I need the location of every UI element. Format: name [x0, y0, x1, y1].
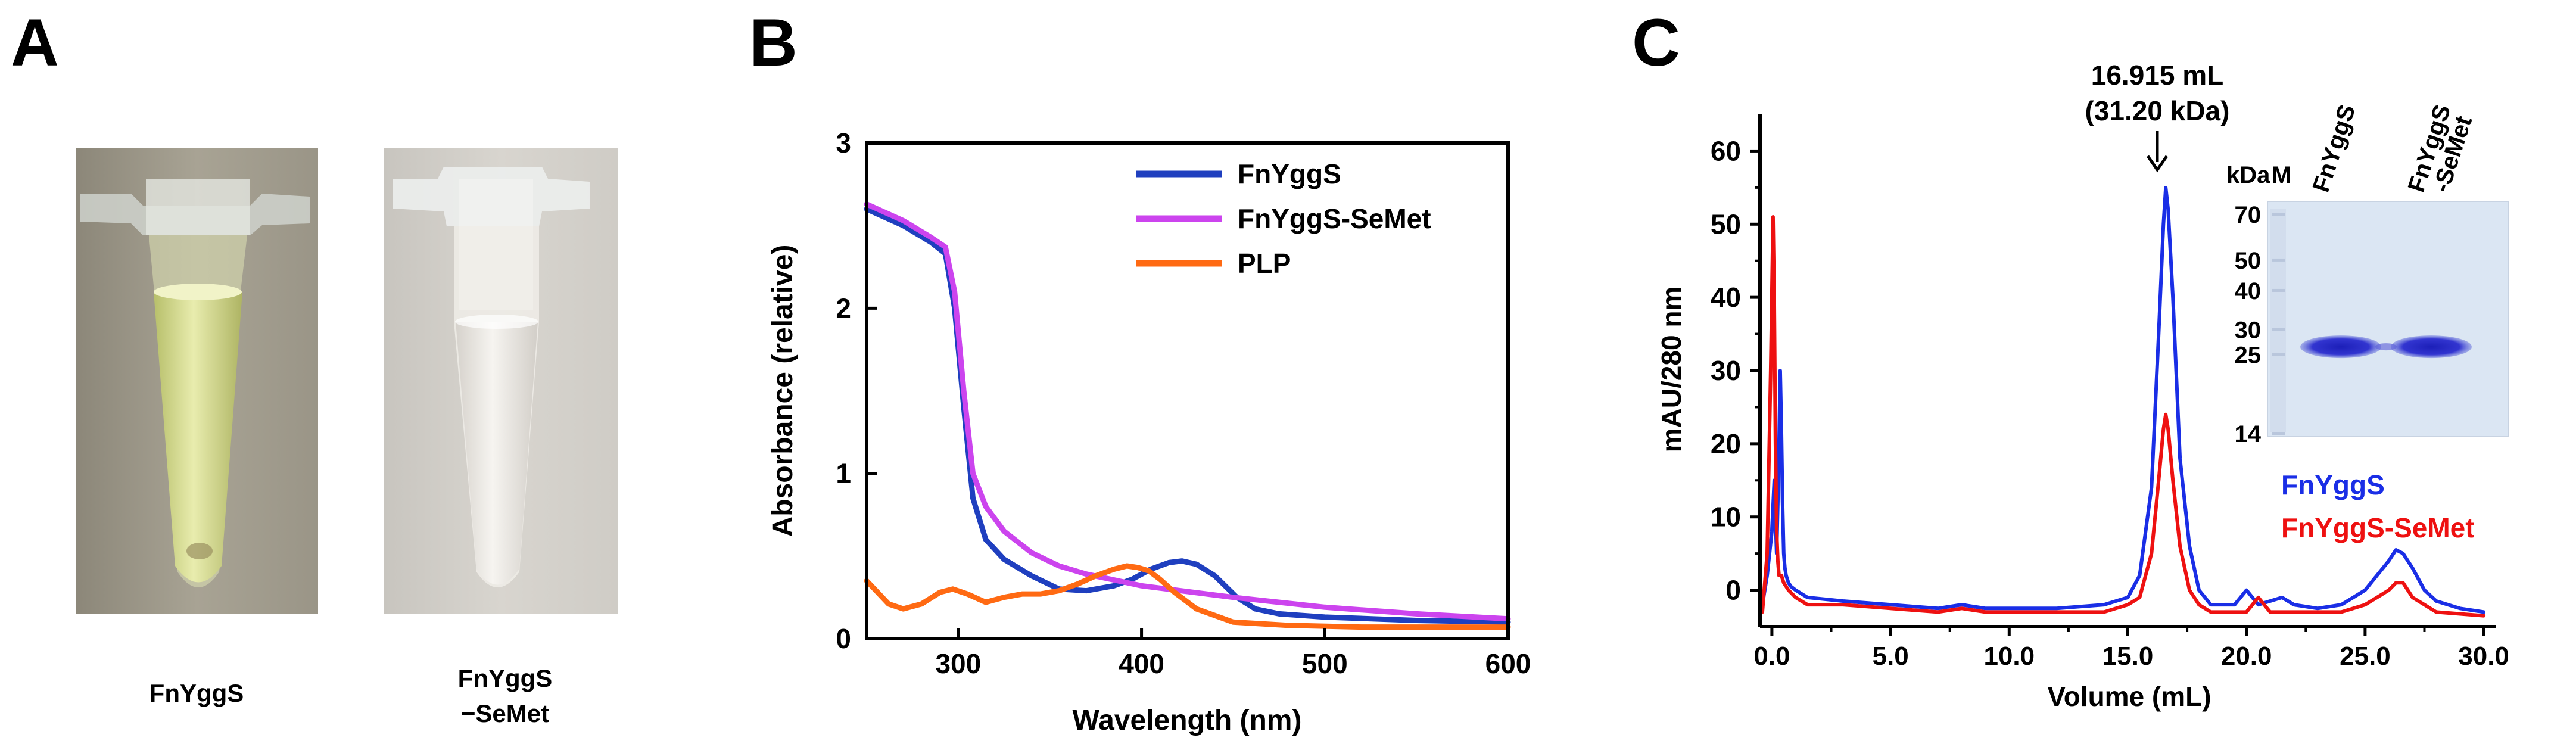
chromatogram-x-tick-label: 0.0: [1753, 642, 1790, 671]
gel-kda-label: kDa: [2226, 162, 2270, 188]
chromatogram-x-tick-label: 5.0: [1873, 642, 1909, 671]
chromatogram-y-tick-label: 0: [1725, 575, 1741, 606]
gel-marker-label: M: [2272, 162, 2291, 188]
absorbance-legend: FnYggS FnYggS-SeMet PLP: [1136, 158, 1431, 279]
legend-label-fnyggs: FnYggS: [1238, 158, 1341, 189]
chromatogram-y-tick-label: 20: [1711, 428, 1741, 459]
tube-photo-fnyggs-semet: [384, 148, 618, 614]
absorbance-x-tick-label: 500: [1302, 648, 1348, 679]
gel-ladder-label: 70: [2235, 202, 2262, 228]
gel-ladder-label: 14: [2235, 421, 2262, 447]
chromatogram-x-tick-label: 30.0: [2458, 642, 2509, 671]
peak-annotation-volume: 16.915 mL: [2091, 60, 2223, 91]
peak-annotation-arrow-head: [2146, 155, 2169, 173]
chromatogram-y-tick-label: 30: [1711, 355, 1741, 386]
chromatogram-legend-fnyggs: FnYggS: [2281, 469, 2385, 500]
chromatogram-series-lines: [1761, 185, 2486, 618]
absorbance-y-tick-label: 3: [836, 127, 851, 158]
gel-ladder-band: [2272, 288, 2285, 292]
absorbance-x-tick-label: 600: [1485, 648, 1531, 679]
absorbance-series-lines: [864, 201, 1511, 630]
gel-ladder-label: 40: [2235, 278, 2262, 304]
peak-annotation: 16.915 mL (31.20 kDa): [2085, 60, 2230, 173]
chromatogram-legend-fnyggs-semet: FnYggS-SeMet: [2281, 512, 2475, 543]
tube1-label: FnYggS: [149, 679, 244, 707]
panel-c-letter: C: [1632, 5, 1680, 80]
absorbance-x-tick-label: 400: [1119, 648, 1164, 679]
gel-ladder-label: 25: [2235, 342, 2262, 368]
gel-marker-lane: [2270, 209, 2286, 432]
panel-a-letter: A: [11, 5, 59, 80]
absorbance-plot-frame: [865, 141, 1510, 640]
chromatogram-y-tick-label: 50: [1711, 209, 1741, 239]
chromatogram-x-axis-label: Volume (mL): [2047, 681, 2211, 712]
absorbance-x-axis-label: Wavelength (nm): [1073, 705, 1302, 736]
gel-ladder-label: 50: [2235, 248, 2262, 274]
chromatogram-y-tick-label: 10: [1711, 502, 1741, 533]
chromatogram-y-axis-label: mAU/280 nm: [1656, 287, 1687, 453]
absorbance-x-tick-label: 300: [935, 648, 981, 679]
gel-ladder-band: [2272, 353, 2285, 356]
absorbance-y-tick-label: 0: [836, 623, 851, 654]
legend-label-plp: PLP: [1238, 248, 1291, 279]
absorbance-ticks: 300 400 500 600 0 1 2 3: [836, 127, 1531, 679]
absorbance-y-tick-label: 1: [836, 458, 851, 489]
tube2-label-line2: −SeMet: [461, 699, 549, 727]
chromatogram-line-fnyggs-semet: [1761, 215, 2486, 618]
absorbance-y-axis-label: Absorbance (relative): [767, 245, 799, 537]
panel-b-letter: B: [749, 5, 798, 80]
chromatogram-chart: 0.0 5.0 10.0 15.0 20.0 25.0 30.00102030405060 …: [1656, 60, 2509, 712]
absorbance-y-tick-label: 2: [836, 293, 851, 323]
chromatogram-y-tick-label: 40: [1711, 282, 1741, 313]
gel-ladder-band: [2272, 258, 2285, 262]
gel-lane1-label: FnYggS: [2308, 101, 2361, 195]
chromatogram-line-fnyggs: [1761, 185, 2486, 614]
peak-annotation-mass: (31.20 kDa): [2085, 95, 2230, 126]
gel-band-fnyggs: [2300, 335, 2381, 359]
chromatogram-x-tick-label: 25.0: [2340, 642, 2391, 671]
chromatogram-x-tick-label: 15.0: [2102, 642, 2154, 671]
gel-image: [2267, 201, 2508, 437]
absorbance-line-fnyggs: [864, 206, 1511, 625]
gel-ladder-band: [2272, 328, 2285, 331]
chromatogram-x-tick-label: 10.0: [1983, 642, 2035, 671]
chromatogram-ticks: 0.0 5.0 10.0 15.0 20.0 25.0 30.0 0 10 20 30 40 50 60: [1711, 135, 2509, 671]
gel-ladder-label: 30: [2235, 318, 2262, 344]
tube-photo-fnyggs: [76, 148, 318, 614]
gel-band-bridge: [2375, 343, 2397, 351]
absorbance-chart: 300 400 500 600 0 1 2 3 Wavelength (nm) Absorba…: [767, 127, 1531, 736]
tube2-label-line1: FnYggS: [458, 664, 553, 692]
absorbance-line-fnyggs-semet: [864, 201, 1511, 622]
chromatogram-legend: FnYggS FnYggS-SeMet: [2281, 469, 2475, 543]
absorbance-line-plp: [864, 563, 1511, 630]
chromatogram-y-tick-label: 60: [1711, 135, 1741, 166]
tube2-liquid: [456, 322, 538, 585]
gel-band-fnyggs-semet: [2391, 335, 2472, 359]
legend-label-fnyggs-semet: FnYggS-SeMet: [1238, 203, 1431, 234]
gel-ladder-band: [2272, 432, 2285, 435]
tube1-liquid: [154, 292, 242, 583]
gel-ladder-band: [2272, 213, 2285, 216]
chromatogram-x-tick-label: 20.0: [2221, 642, 2272, 671]
